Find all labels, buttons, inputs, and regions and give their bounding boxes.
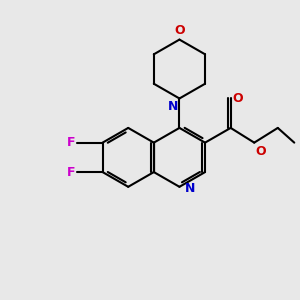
Text: F: F bbox=[67, 136, 76, 149]
Text: N: N bbox=[185, 182, 195, 195]
Text: F: F bbox=[67, 166, 76, 178]
Text: N: N bbox=[168, 100, 178, 113]
Text: O: O bbox=[256, 145, 266, 158]
Text: O: O bbox=[174, 24, 185, 37]
Text: O: O bbox=[232, 92, 243, 105]
